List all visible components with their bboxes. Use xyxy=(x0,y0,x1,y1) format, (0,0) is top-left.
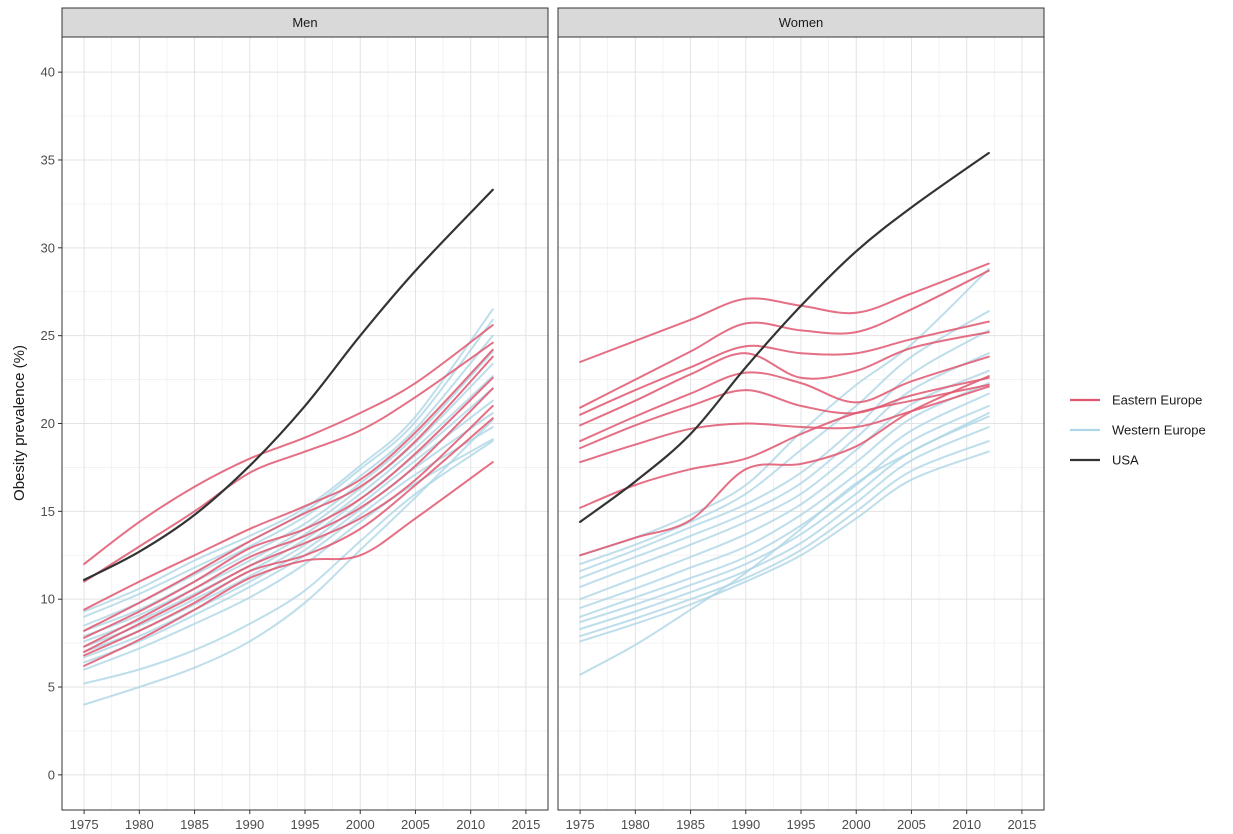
series-line-western-europe-11 xyxy=(83,438,494,671)
series-line-eastern-europe-14 xyxy=(83,324,494,565)
y-tick-label: 0 xyxy=(48,767,55,782)
x-tick-label: 2005 xyxy=(401,817,430,832)
y-tick-label: 30 xyxy=(41,240,55,255)
y-tick-label: 15 xyxy=(41,504,55,519)
series-line-eastern-europe-17 xyxy=(83,355,494,632)
x-tick-label: 1990 xyxy=(731,817,760,832)
facet-strip-label: Women xyxy=(779,15,824,30)
x-tick-label: 2015 xyxy=(511,817,540,832)
x-tick-label: 1975 xyxy=(566,817,595,832)
y-axis: 0 5 10 15 20 25 30 35 40 xyxy=(41,65,62,782)
series-line-usa-0 xyxy=(83,188,494,581)
x-tick-label: 2010 xyxy=(456,817,485,832)
series-line-western-europe-7 xyxy=(579,392,990,609)
series-line-eastern-europe-22 xyxy=(83,461,494,667)
series-line-eastern-europe-18 xyxy=(83,376,494,639)
legend-item-eastern-europe: Eastern Europe xyxy=(1070,393,1202,408)
y-tick-label: 35 xyxy=(41,152,55,167)
x-tick-label: 1980 xyxy=(621,817,650,832)
legend-item-usa: USA xyxy=(1070,453,1139,468)
facet-strip-label: Men xyxy=(292,15,317,30)
gridlines xyxy=(558,37,1044,810)
series-line-eastern-europe-22 xyxy=(579,375,990,557)
x-tick-label: 2000 xyxy=(842,817,871,832)
series-line-eastern-europe-14 xyxy=(579,262,990,363)
series-line-western-europe-5 xyxy=(83,362,494,638)
series-line-western-europe-4 xyxy=(579,352,990,580)
series-line-western-europe-4 xyxy=(83,350,494,632)
series-line-western-europe-8 xyxy=(579,404,990,618)
x-axis: 1975 1980 1985 1990 1995 2000 2005 2010 2015 xyxy=(566,810,1036,832)
series-line-western-europe-10 xyxy=(579,426,990,630)
series-line-western-europe-6 xyxy=(579,382,990,601)
series-line-western-europe-1 xyxy=(579,267,990,557)
x-tick-label: 2010 xyxy=(952,817,981,832)
x-axis: 1975 1980 1985 1990 1995 2000 2005 2010 2015 xyxy=(70,810,540,832)
x-tick-label: 1975 xyxy=(70,817,99,832)
series-lines xyxy=(579,151,990,676)
series-line-western-europe-3 xyxy=(579,329,990,573)
y-tick-label: 25 xyxy=(41,328,55,343)
series-line-eastern-europe-19 xyxy=(83,387,494,648)
series-line-western-europe-13 xyxy=(579,412,990,676)
series-line-western-europe-1 xyxy=(83,308,494,613)
x-tick-label: 1995 xyxy=(291,817,320,832)
series-line-western-europe-5 xyxy=(579,369,990,588)
series-line-eastern-europe-21 xyxy=(579,383,990,509)
series-line-eastern-europe-18 xyxy=(579,355,990,443)
legend-label: USA xyxy=(1112,453,1139,468)
legend-label: Eastern Europe xyxy=(1112,393,1202,408)
series-line-western-europe-11 xyxy=(579,440,990,638)
series-line-eastern-europe-20 xyxy=(83,404,494,653)
series-lines xyxy=(83,188,494,706)
x-tick-label: 1985 xyxy=(676,817,705,832)
series-line-western-europe-12 xyxy=(579,450,990,643)
series-line-eastern-europe-19 xyxy=(579,376,990,450)
x-tick-label: 1985 xyxy=(180,817,209,832)
series-line-western-europe-13 xyxy=(83,419,494,706)
y-tick-label: 40 xyxy=(41,65,55,80)
series-line-eastern-europe-16 xyxy=(579,320,990,416)
series-line-eastern-europe-16 xyxy=(83,348,494,611)
facet-strip xyxy=(557,7,1045,38)
legend-label: Western Europe xyxy=(1112,423,1206,438)
x-tick-label: 2000 xyxy=(346,817,375,832)
legend: Eastern Europe Western Europe USA xyxy=(1070,393,1206,468)
facet-strip xyxy=(61,7,549,38)
x-tick-label: 2005 xyxy=(897,817,926,832)
series-line-western-europe-7 xyxy=(83,387,494,648)
series-line-western-europe-12 xyxy=(83,440,494,685)
series-line-usa-0 xyxy=(579,151,990,523)
x-tick-label: 2015 xyxy=(1007,817,1036,832)
y-axis-title: Obesity prevalence (%) xyxy=(11,345,28,501)
series-line-eastern-europe-17 xyxy=(579,331,990,427)
series-line-eastern-europe-15 xyxy=(83,341,494,583)
y-tick-label: 10 xyxy=(41,592,55,607)
series-line-eastern-europe-21 xyxy=(83,417,494,657)
y-tick-label: 20 xyxy=(41,416,55,431)
y-tick-label: 5 xyxy=(48,680,55,695)
x-tick-label: 1980 xyxy=(125,817,154,832)
series-line-western-europe-2 xyxy=(579,310,990,565)
legend-item-western-europe: Western Europe xyxy=(1070,423,1206,438)
x-tick-label: 1990 xyxy=(235,817,264,832)
x-tick-label: 1995 xyxy=(787,817,816,832)
panel-women: Women 1975 1980 1985 1990 1995 2000 2005 2010 201… xyxy=(557,7,1045,832)
